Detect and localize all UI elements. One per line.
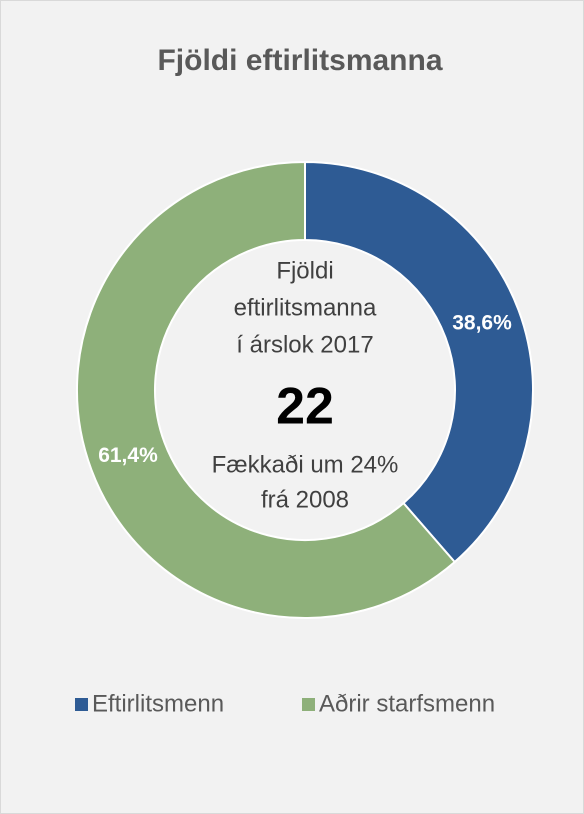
data-label: 61,4% [98, 444, 158, 467]
center-text: Fjöldi [276, 257, 333, 284]
center-text: í árslok 2017 [236, 331, 373, 358]
center-text: eftirlitsmanna [234, 294, 377, 321]
wedge [76, 160, 457, 619]
center-subtext: Fækkaði um 24% [212, 451, 399, 478]
legend-swatch [302, 698, 315, 711]
center-subtext: frá 2008 [261, 486, 349, 513]
legend-swatch [75, 698, 88, 711]
center-value: 22 [276, 378, 334, 436]
wedge [304, 160, 534, 564]
chart-title: Fjöldi eftirlitsmanna [157, 44, 442, 77]
legend-label: Eftirlitsmenn [92, 690, 224, 717]
legend-label: Aðrir starfsmenn [319, 690, 495, 717]
data-label: 38,6% [452, 311, 512, 334]
